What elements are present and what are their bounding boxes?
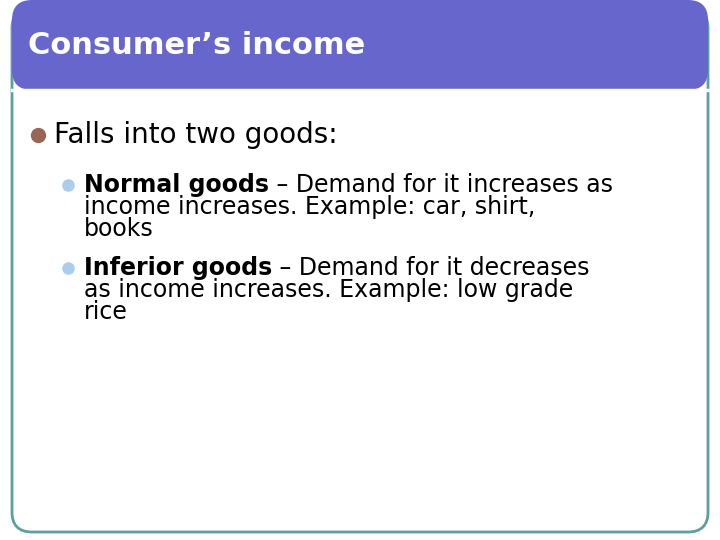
Text: rice: rice: [84, 300, 128, 324]
Text: – Demand for it increases as: – Demand for it increases as: [269, 173, 613, 197]
Text: Inferior goods: Inferior goods: [84, 256, 272, 280]
FancyBboxPatch shape: [12, 0, 708, 90]
Text: Falls into two goods:: Falls into two goods:: [54, 121, 338, 149]
Text: books: books: [84, 217, 154, 241]
FancyBboxPatch shape: [12, 8, 708, 532]
Text: Consumer’s income: Consumer’s income: [28, 30, 365, 59]
Text: Normal goods: Normal goods: [84, 173, 269, 197]
Text: income increases. Example: car, shirt,: income increases. Example: car, shirt,: [84, 195, 535, 219]
Text: – Demand for it decreases: – Demand for it decreases: [272, 256, 590, 280]
Text: as income increases. Example: low grade: as income increases. Example: low grade: [84, 278, 573, 302]
